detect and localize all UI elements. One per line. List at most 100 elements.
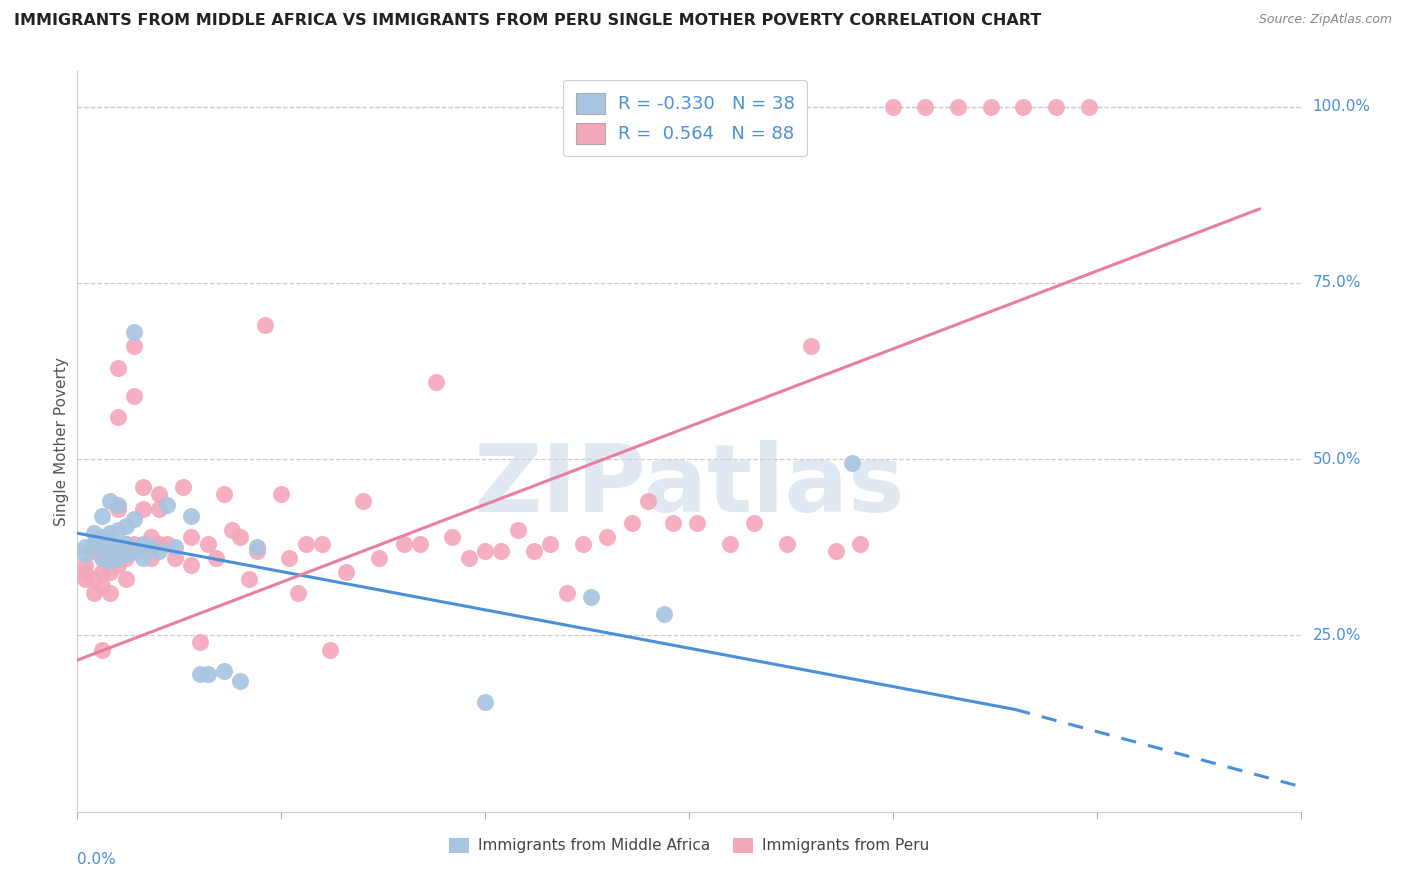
Point (555, 586, 578, 600)
Point (75, 547, 97, 561)
Point (946, 100, 969, 114)
Point (841, 456, 863, 470)
Point (139, 541, 162, 555)
Point (115, 537, 138, 551)
Point (352, 494, 374, 508)
Point (90, 530, 112, 544)
Text: Source: ZipAtlas.com: Source: ZipAtlas.com (1258, 13, 1392, 27)
Point (457, 550, 479, 565)
Point (294, 537, 316, 551)
Point (335, 565, 357, 579)
Point (124, 389, 146, 403)
Point (107, 558, 129, 572)
Point (409, 537, 432, 551)
Point (115, 572, 138, 586)
Point (197, 667, 219, 681)
Point (368, 550, 391, 565)
Point (90, 579, 112, 593)
Point (83, 572, 105, 586)
Point (319, 642, 342, 657)
Point (107, 541, 129, 555)
Point (287, 586, 309, 600)
Point (124, 325, 146, 339)
Point (205, 550, 228, 565)
Point (188, 667, 211, 681)
Point (572, 537, 595, 551)
Point (392, 537, 415, 551)
Point (523, 544, 546, 558)
Point (637, 494, 659, 508)
Point (124, 537, 146, 551)
Point (197, 537, 219, 551)
Point (246, 541, 269, 555)
Text: IMMIGRANTS FROM MIDDLE AFRICA VS IMMIGRANTS FROM PERU SINGLE MOTHER POVERTY CORR: IMMIGRANTS FROM MIDDLE AFRICA VS IMMIGRA… (14, 13, 1042, 29)
Point (90, 565, 112, 579)
Point (824, 544, 846, 558)
Text: 25.0%: 25.0% (1313, 628, 1361, 643)
Point (849, 537, 872, 551)
Point (654, 607, 676, 622)
Point (1077, 100, 1099, 114)
Y-axis label: Single Mother Poverty: Single Mother Poverty (53, 357, 69, 526)
Point (124, 512, 146, 526)
Point (115, 519, 138, 533)
Point (115, 547, 138, 561)
Point (188, 635, 211, 649)
Point (148, 544, 170, 558)
Point (148, 487, 170, 501)
Text: 75.0%: 75.0% (1313, 276, 1361, 291)
Point (246, 544, 269, 558)
Point (90, 550, 112, 565)
Text: 100.0%: 100.0% (1313, 99, 1371, 114)
Point (165, 550, 187, 565)
Point (270, 487, 292, 501)
Point (107, 550, 129, 565)
Point (441, 530, 464, 544)
Point (131, 544, 153, 558)
Point (107, 409, 129, 424)
Point (148, 501, 170, 516)
Point (139, 530, 162, 544)
Point (98, 554, 121, 568)
Point (107, 501, 129, 516)
Point (311, 537, 333, 551)
Point (165, 541, 187, 555)
Point (229, 674, 252, 689)
Point (620, 516, 643, 530)
Point (212, 664, 235, 678)
Point (124, 544, 146, 558)
Point (882, 100, 904, 114)
Point (1012, 100, 1035, 114)
Point (75, 565, 97, 579)
Point (98, 586, 121, 600)
Point (139, 550, 162, 565)
Point (1045, 100, 1067, 114)
Point (75, 541, 97, 555)
Point (83, 586, 105, 600)
Point (98, 544, 121, 558)
Point (776, 537, 799, 551)
Point (75, 572, 97, 586)
Point (131, 537, 153, 551)
Point (83, 537, 105, 551)
Point (131, 550, 153, 565)
Point (474, 695, 496, 709)
Point (180, 530, 202, 544)
Point (278, 550, 301, 565)
Point (253, 318, 276, 333)
Point (83, 537, 105, 551)
Text: 50.0%: 50.0% (1313, 451, 1361, 467)
Point (221, 523, 243, 537)
Point (506, 523, 529, 537)
Point (98, 494, 121, 508)
Point (229, 530, 252, 544)
Point (90, 541, 112, 555)
Point (172, 480, 194, 494)
Point (90, 544, 112, 558)
Point (90, 642, 112, 657)
Point (107, 360, 129, 375)
Point (596, 530, 619, 544)
Point (914, 100, 936, 114)
Text: ZIPatlas: ZIPatlas (474, 440, 904, 532)
Point (83, 544, 105, 558)
